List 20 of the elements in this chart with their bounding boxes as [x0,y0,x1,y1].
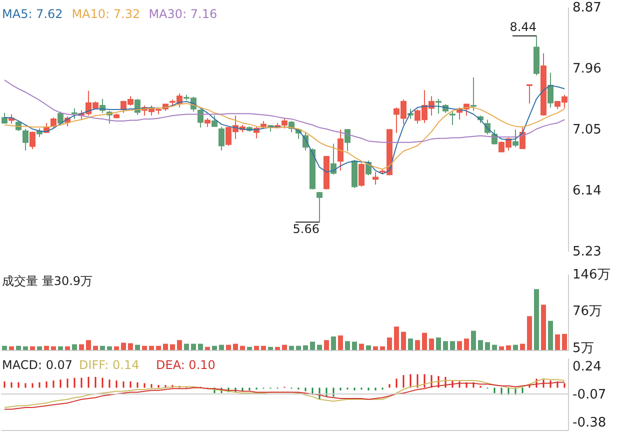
y-tick-label: 146万 [572,268,610,282]
annotation: 5.66 [292,222,320,236]
y-tick-label: 5.23 [572,244,602,260]
y-tick-label: -0.07 [572,388,606,402]
y-tick-label: 0.24 [572,360,602,375]
chart-title: 成交量 量30.9万 [2,274,93,288]
y-tick-label: 5万 [572,340,594,356]
y-tick-label: 76万 [572,304,602,319]
text: MA30: 7.16 [148,7,218,21]
series-label: DEA: 0.10 [156,358,216,372]
annotation: 8.44 [510,20,536,34]
y-tick-label: 6.14 [572,184,602,198]
y-tick-label: 7.05 [572,122,602,138]
y-tick-label: 8.87 [572,0,602,16]
text: MA10: 7.32 [72,7,140,21]
series-label: DIFF: 0.14 [79,358,140,372]
text: MA5: 7.62 [2,7,63,21]
y-tick-label: 7.96 [572,62,602,76]
series-label: MACD: 0.07 [2,358,73,372]
y-tick-label: -0.38 [572,415,606,430]
